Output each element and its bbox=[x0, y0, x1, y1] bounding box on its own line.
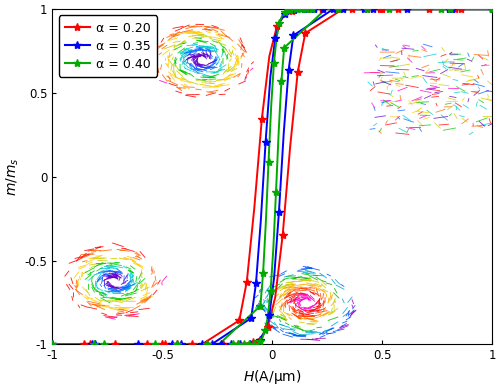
Legend: α = 0.20, α = 0.35, α = 0.40: α = 0.20, α = 0.35, α = 0.40 bbox=[58, 16, 157, 77]
X-axis label: $H$(A/μm): $H$(A/μm) bbox=[243, 368, 302, 386]
Y-axis label: $m/m_s$: $m/m_s$ bbox=[4, 158, 20, 196]
